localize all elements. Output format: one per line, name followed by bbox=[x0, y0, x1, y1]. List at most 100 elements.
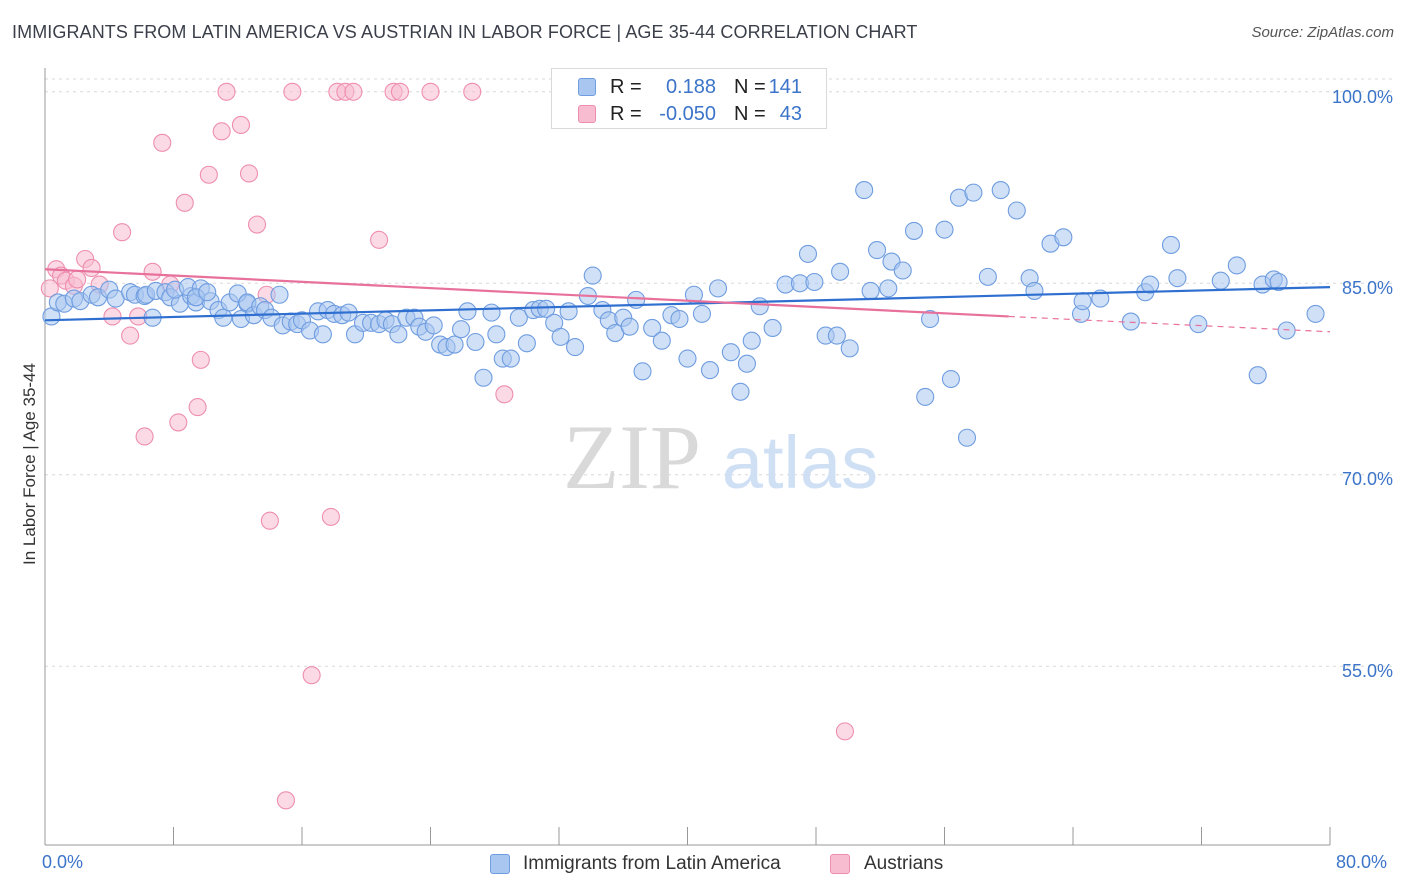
latin-america-point bbox=[861, 281, 880, 300]
latin-america-point bbox=[700, 361, 720, 380]
austrians-point bbox=[344, 82, 363, 101]
latin-america-point bbox=[1248, 366, 1267, 385]
latin-america-point bbox=[1269, 272, 1288, 292]
latin-america-point bbox=[721, 343, 740, 362]
latin-america-point bbox=[879, 279, 898, 298]
latin-america-point bbox=[198, 283, 217, 302]
austrians-point bbox=[276, 791, 295, 810]
latin-america-point bbox=[941, 369, 960, 389]
latin-america-point bbox=[855, 181, 874, 200]
latin-america-point bbox=[652, 331, 671, 350]
latin-america-point bbox=[424, 316, 443, 335]
latin-america-point bbox=[551, 327, 570, 346]
austrians-point bbox=[143, 262, 162, 281]
latin-america-point bbox=[509, 308, 528, 327]
latin-america-point bbox=[487, 325, 506, 344]
austrians-point bbox=[169, 413, 188, 432]
latin-america-point bbox=[1121, 312, 1140, 331]
latin-america-point bbox=[964, 183, 983, 202]
watermark: ZIP atlas bbox=[563, 406, 878, 508]
series-legend: Immigrants from Latin America Austrians bbox=[0, 851, 1406, 879]
legend-swatch-pink bbox=[578, 105, 596, 123]
x-tick-label: 0.0% bbox=[42, 852, 84, 872]
latin-america-point bbox=[474, 368, 493, 387]
austrians-point bbox=[302, 666, 321, 685]
latin-america-point bbox=[537, 299, 556, 318]
legend-label: Immigrants from Latin America bbox=[523, 853, 781, 874]
latin-america-point bbox=[517, 334, 536, 353]
axes bbox=[44, 68, 1331, 846]
latin-america-point bbox=[583, 266, 602, 285]
source-label: Source: ZipAtlas.com bbox=[1251, 24, 1394, 41]
latin-america-point bbox=[451, 320, 471, 339]
latin-america-point bbox=[920, 309, 940, 329]
legend-n-value: 141 bbox=[768, 76, 802, 98]
latin-america-point bbox=[708, 279, 728, 298]
austrians-point bbox=[68, 270, 87, 289]
legend-r-value: -0.050 bbox=[659, 103, 716, 125]
latin-america-point bbox=[737, 354, 756, 373]
latin-america-point bbox=[678, 349, 697, 368]
legend-r-label: R = bbox=[610, 76, 642, 98]
latin-america-point bbox=[620, 317, 639, 336]
x-tick-label: 80.0% bbox=[1336, 852, 1388, 872]
austrians-point bbox=[82, 258, 101, 277]
latin-america-point bbox=[935, 220, 954, 239]
latin-america-point bbox=[978, 267, 997, 286]
latin-america-point bbox=[445, 335, 464, 354]
stats-legend: R = 0.188 N = 141 R = -0.050 N = 43 bbox=[551, 68, 827, 129]
latin-america-point bbox=[566, 338, 585, 357]
austrians-point bbox=[135, 427, 154, 446]
latin-america-point bbox=[1211, 271, 1230, 290]
latin-america-point bbox=[916, 387, 935, 406]
latin-america-point bbox=[805, 272, 824, 292]
latin-america-point bbox=[991, 181, 1010, 200]
latin-america-point bbox=[1025, 281, 1044, 300]
austrians-point bbox=[188, 398, 207, 417]
austrians-point bbox=[321, 507, 340, 526]
legend-swatch-blue bbox=[490, 854, 510, 874]
latin-america-point bbox=[458, 302, 477, 321]
latin-america-point bbox=[904, 221, 924, 240]
austrians-point bbox=[103, 307, 122, 326]
austrians-point bbox=[239, 164, 259, 183]
austrians-point bbox=[390, 82, 410, 101]
latin-america-point bbox=[867, 241, 887, 260]
austrians-trend-line bbox=[44, 268, 1009, 318]
austrians-point bbox=[835, 722, 854, 741]
austrians-point bbox=[191, 350, 210, 369]
legend-row-pink: R = -0.050 N = 43 bbox=[552, 101, 826, 127]
austrians-point bbox=[283, 82, 302, 101]
latin-america-point bbox=[763, 318, 782, 338]
latin-america-point bbox=[482, 303, 501, 322]
latin-america-points bbox=[42, 181, 1325, 447]
latin-america-point bbox=[643, 318, 662, 338]
legend-r-label: R = bbox=[610, 103, 642, 125]
latin-america-point bbox=[1277, 321, 1296, 340]
y-tick-label: 55.0% bbox=[1341, 661, 1393, 681]
latin-america-point bbox=[1227, 256, 1246, 275]
latin-america-point bbox=[827, 326, 846, 345]
austrians-point bbox=[153, 133, 172, 152]
legend-swatch-blue bbox=[578, 78, 596, 96]
austrians-point bbox=[40, 279, 59, 298]
austrians-point bbox=[113, 223, 132, 242]
y-tick-label: 70.0% bbox=[1341, 469, 1393, 489]
watermark-zip: ZIP bbox=[563, 406, 701, 508]
latin-america-point bbox=[742, 331, 761, 350]
latin-america-point bbox=[1091, 289, 1110, 308]
legend-n-label: N = bbox=[734, 76, 766, 98]
latin-america-point bbox=[270, 285, 289, 304]
austrians-point bbox=[212, 122, 231, 141]
y-tick-label: 85.0% bbox=[1341, 278, 1393, 298]
latin-america-trend-line bbox=[44, 285, 1331, 322]
latin-america-point bbox=[798, 244, 818, 263]
latin-america-point bbox=[1073, 292, 1092, 311]
trend-lines bbox=[44, 268, 1331, 333]
austrians-point bbox=[175, 193, 194, 212]
latin-america-point bbox=[831, 262, 850, 281]
latin-america-point bbox=[1054, 228, 1073, 247]
austrians-point bbox=[463, 82, 482, 101]
latin-america-point bbox=[670, 309, 689, 329]
